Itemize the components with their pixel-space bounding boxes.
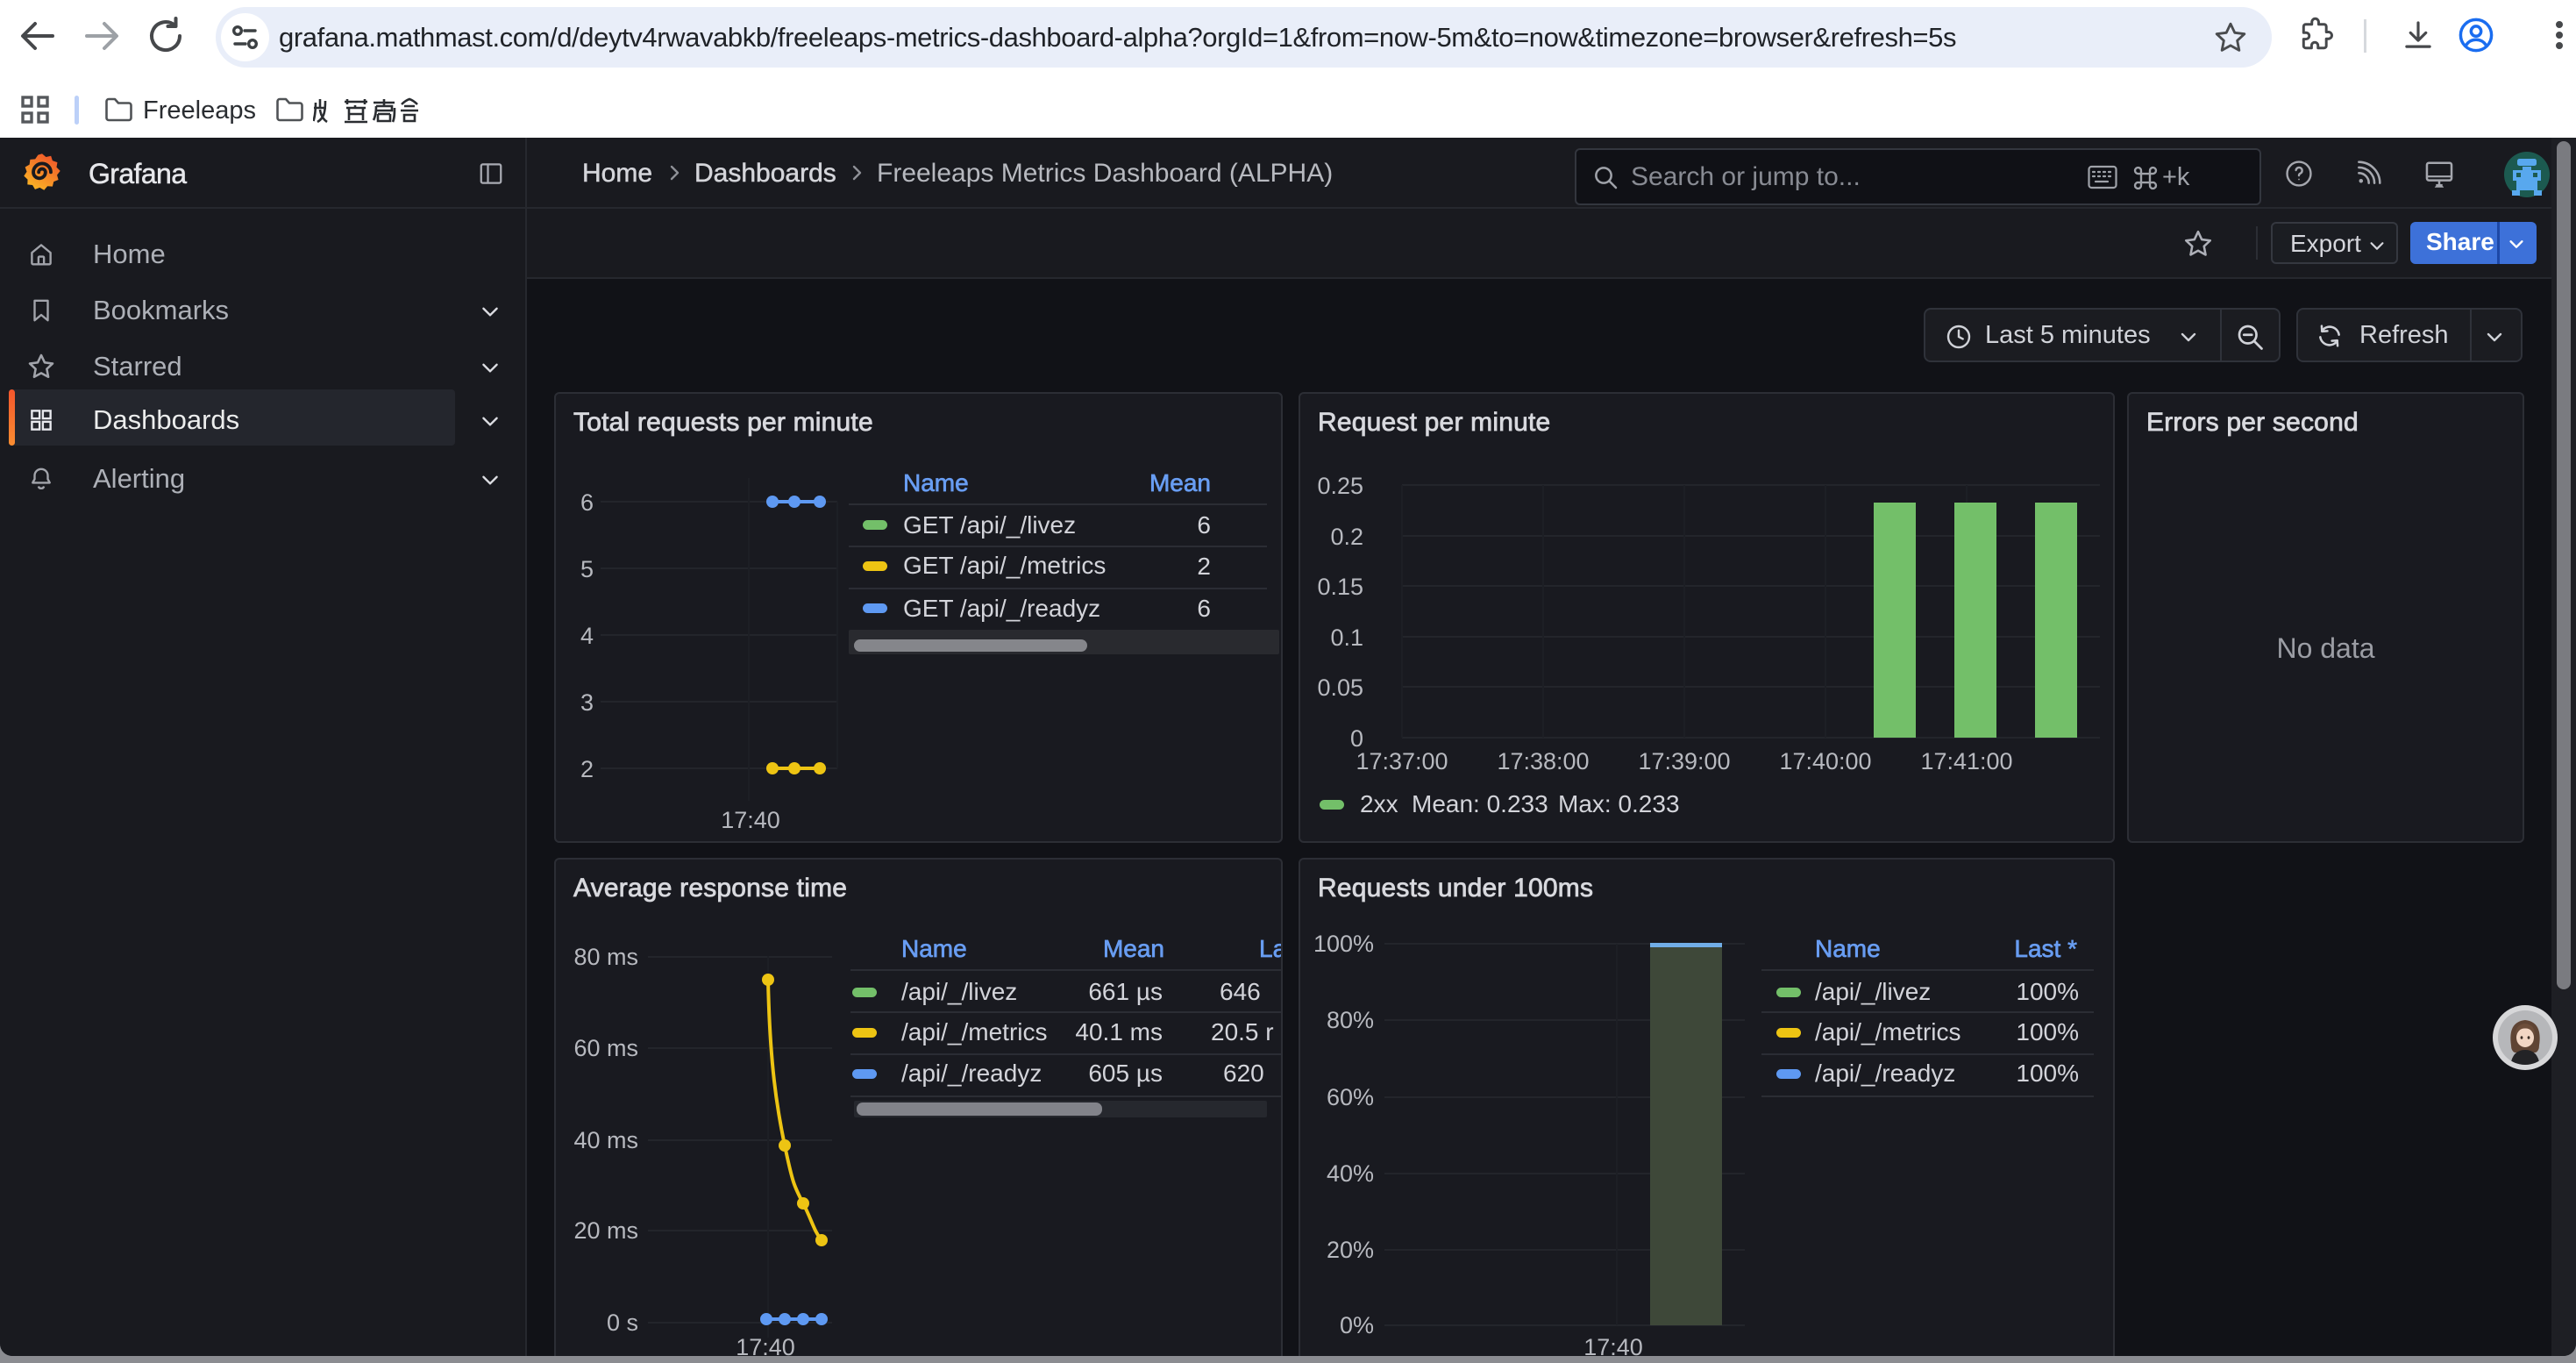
svg-text:60%: 60% bbox=[1327, 1084, 1374, 1110]
svg-text:6: 6 bbox=[580, 489, 594, 516]
svg-text:100%: 100% bbox=[1313, 931, 1374, 957]
svg-text:2: 2 bbox=[580, 756, 594, 782]
svg-text:0: 0 bbox=[1350, 725, 1363, 752]
svg-text:20 ms: 20 ms bbox=[573, 1217, 638, 1244]
svg-text:20%: 20% bbox=[1327, 1237, 1374, 1263]
svg-text:0.05: 0.05 bbox=[1317, 674, 1363, 701]
svg-text:3: 3 bbox=[580, 689, 594, 716]
svg-text:40%: 40% bbox=[1327, 1160, 1374, 1187]
svg-text:0.1: 0.1 bbox=[1330, 624, 1363, 651]
svg-text:0.15: 0.15 bbox=[1317, 574, 1363, 600]
svg-text:5: 5 bbox=[580, 556, 594, 582]
svg-text:80 ms: 80 ms bbox=[573, 944, 638, 970]
svg-text:0.2: 0.2 bbox=[1330, 524, 1363, 550]
svg-text:17:40: 17:40 bbox=[1583, 1334, 1643, 1356]
svg-text:0 s: 0 s bbox=[607, 1309, 638, 1336]
svg-text:0%: 0% bbox=[1340, 1312, 1374, 1338]
svg-text:17:40: 17:40 bbox=[721, 807, 780, 833]
svg-text:0.25: 0.25 bbox=[1317, 473, 1363, 499]
svg-text:17:41:00: 17:41:00 bbox=[1920, 748, 2012, 774]
svg-text:17:39:00: 17:39:00 bbox=[1638, 748, 1730, 774]
svg-text:80%: 80% bbox=[1327, 1007, 1374, 1033]
svg-text:60 ms: 60 ms bbox=[573, 1035, 638, 1061]
svg-text:17:37:00: 17:37:00 bbox=[1356, 748, 1448, 774]
svg-text:17:40:00: 17:40:00 bbox=[1779, 748, 1871, 774]
svg-text:40 ms: 40 ms bbox=[573, 1127, 638, 1153]
svg-text:4: 4 bbox=[580, 623, 594, 649]
svg-text:17:38:00: 17:38:00 bbox=[1497, 748, 1589, 774]
